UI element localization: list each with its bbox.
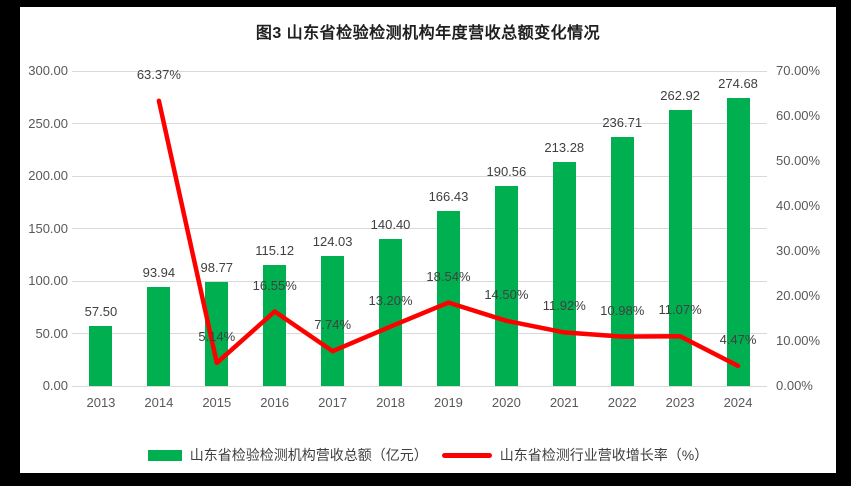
growth-rate-line [156, 98, 741, 369]
bar-value-label: 262.92 [660, 87, 700, 103]
x-axis-category-label: 2019 [433, 395, 463, 410]
line-series-legend-label: 山东省检测行业营收增长率（%） [499, 447, 709, 463]
bar-value-label: 213.28 [544, 140, 585, 156]
chart-legend: 山东省检验检测机构营收总额（亿元） 山东省检测行业营收增长率（%） [20, 445, 836, 465]
gridline [72, 175, 767, 177]
line-point-percent-label: 11.92% [542, 298, 586, 314]
line-point-percent-label: 14.50% [484, 286, 529, 302]
bar [668, 109, 692, 386]
y-axis-right-tick-label: 60.00% [776, 108, 821, 123]
line-point-percent-label: 10.98% [600, 302, 645, 318]
y-axis-left-tick-label: 200.00 [28, 168, 68, 183]
gridline [72, 70, 767, 72]
bar-value-label: 166.43 [428, 189, 469, 205]
bar [726, 97, 750, 386]
x-axis-category-label: 2021 [549, 395, 579, 410]
bar-value-label: 274.68 [718, 75, 758, 91]
y-axis-left-tick-label: 0.00 [42, 378, 68, 393]
bar-value-label: 190.56 [486, 163, 527, 179]
line-point-percent-label: 5.14% [198, 328, 236, 344]
bar [147, 287, 171, 386]
x-axis-category-label: 2018 [376, 395, 405, 410]
bar [379, 238, 403, 386]
chart-title: 图3 山东省检验检测机构年度营收总额变化情况 [255, 25, 601, 42]
y-axis-right-tick-label: 50.00% [776, 153, 821, 168]
x-axis-category-label: 2015 [202, 395, 232, 410]
y-axis-left-tick-label: 50.00 [35, 325, 68, 341]
x-axis-category-label: 2014 [144, 395, 174, 410]
y-axis-left-tick-label: 250.00 [28, 115, 68, 131]
line-point-percent-label: 63.37% [136, 66, 181, 82]
line-point-percent-label: 7.74% [314, 317, 352, 333]
line-point-percent-label: 16.55% [252, 277, 297, 293]
line-point-percent-label: 18.54% [426, 268, 471, 284]
bar-value-label: 57.50 [84, 303, 118, 319]
y-axis-right-tick-label: 70.00% [776, 63, 821, 78]
y-axis-right-tick-label: 40.00% [776, 198, 821, 213]
bar-value-label: 93.94 [142, 265, 176, 281]
x-axis-category-label: 2022 [607, 395, 637, 410]
x-axis-category-label: 2024 [723, 395, 753, 410]
plot-area: 0.00 50.00 100.00 150.00 200.00 250.00 300.00 0… [20, 7, 836, 473]
gridline [72, 123, 767, 124]
bar-value-label: 115.12 [255, 243, 295, 259]
bar-series-swatch-icon [147, 449, 182, 461]
bar [89, 325, 113, 386]
x-axis-category-label: 2023 [665, 395, 695, 410]
y-axis-left-tick-label: 100.00 [28, 273, 68, 288]
bar-value-label: 140.40 [370, 216, 411, 232]
y-axis-right-tick-label: 30.00% [776, 243, 821, 258]
legend-item-line-series: 山东省检测行业营收增长率（%） [441, 445, 709, 465]
x-axis-category-label: 2017 [318, 395, 348, 410]
y-axis-right-tick-label: 20.00% [776, 288, 821, 303]
x-axis-category-label: 2020 [491, 395, 521, 410]
y-axis-left-tick-label: 300.00 [28, 63, 68, 78]
y-axis-right-tick-label: 0.00% [776, 378, 813, 393]
legend-item-bar-series: 山东省检验检测机构营收总额（亿元） [147, 445, 428, 465]
line-point-percent-label: 13.20% [368, 292, 413, 308]
gridline [72, 228, 767, 229]
gridline [72, 280, 767, 282]
x-axis-category-label: 2013 [86, 395, 116, 410]
bar [263, 265, 287, 386]
line-point-percent-label: 4.47% [719, 331, 757, 347]
bar [321, 255, 345, 386]
bar [436, 211, 460, 386]
x-axis-category-label: 2016 [260, 395, 290, 410]
line-point-percent-label: 11.07% [658, 302, 702, 318]
bar-value-label: 236.71 [602, 115, 643, 131]
gridline [72, 385, 767, 387]
bar [494, 185, 518, 386]
bar [610, 137, 634, 386]
y-axis-left-tick-label: 150.00 [28, 220, 68, 236]
y-axis-right-tick-label: 10.00% [776, 333, 821, 348]
bar-value-label: 98.77 [200, 260, 234, 276]
bar-series-legend-label: 山东省检验检测机构营收总额（亿元） [189, 447, 428, 463]
bar-value-label: 124.03 [312, 233, 353, 249]
gridline [72, 333, 767, 334]
chart-frame: 图3 山东省检验检测机构年度营收总额变化情况 0.00 50.00 100.00 15… [20, 7, 836, 473]
line-series-swatch-icon [441, 452, 492, 458]
